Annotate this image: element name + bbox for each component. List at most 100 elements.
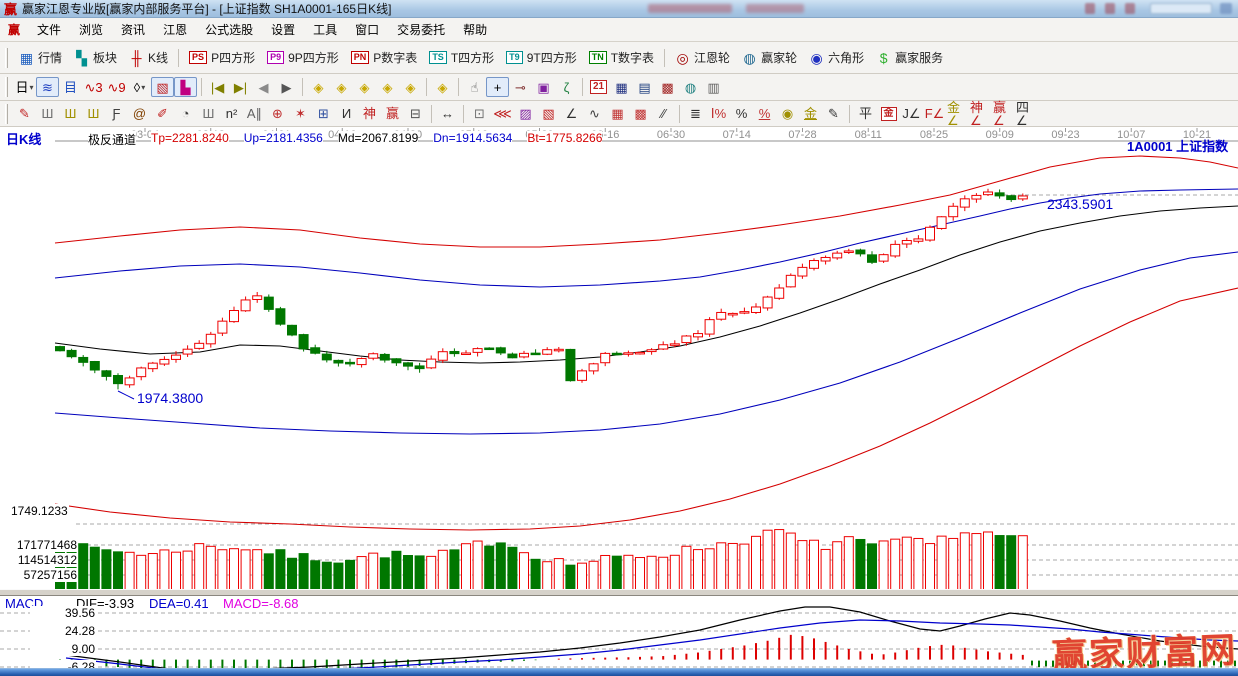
move-view-button[interactable]: ◈ <box>431 77 454 97</box>
gann-brush-tool[interactable]: ✎ <box>13 104 36 124</box>
9t-square-button[interactable]: T9 9T四方形 <box>500 46 583 69</box>
fractal-tool[interactable]: И <box>335 104 358 124</box>
compress-horizontal-button[interactable]: ◈ <box>376 77 399 97</box>
percent-t-tool[interactable]: Ⅰ% <box>707 104 730 124</box>
zoom-out-right-button[interactable]: ◈ <box>330 77 353 97</box>
percent-line-tool[interactable]: % <box>753 104 776 124</box>
god-grid-tool[interactable]: 神 <box>358 104 381 124</box>
memo-tool-button[interactable]: ▤ <box>633 77 656 97</box>
hand-tool-button[interactable]: ☝ <box>463 77 486 97</box>
wave-shape-tool-button[interactable]: ζ <box>555 77 578 97</box>
gann-fan-tool[interactable]: ⋘ <box>491 104 514 124</box>
titlebar-tool-buttons-blurred[interactable] <box>1085 3 1095 14</box>
four-angle-tool[interactable]: 四∠ <box>1015 101 1038 127</box>
parallel-a-tool[interactable]: A∥ <box>243 104 266 124</box>
compress-both-button[interactable]: ◈ <box>399 77 422 97</box>
gold-circle-tool[interactable]: ◉ <box>776 104 799 124</box>
winner-wheel-button[interactable]: ◍ 赢家轮 <box>736 46 803 69</box>
first-page-button[interactable]: |◀ <box>206 77 229 97</box>
menu-item-9[interactable]: 交易委托 <box>397 23 446 37</box>
winner-grid-tool[interactable]: 赢 <box>381 104 404 124</box>
time-circle-tool[interactable]: ◔ <box>174 104 197 124</box>
menu-item-2[interactable]: 浏览 <box>79 23 104 37</box>
pen-a-tool[interactable]: ✎ <box>822 104 845 124</box>
expand-horizontal-button[interactable]: ◈ <box>353 77 376 97</box>
wave-lines-tool[interactable]: ∿ <box>583 104 606 124</box>
zoom-out-left-button[interactable]: ◈ <box>307 77 330 97</box>
toolbar-drag-handle[interactable] <box>5 47 8 68</box>
box-measure-tool[interactable]: ⊡ <box>468 104 491 124</box>
ladder-tool[interactable]: ≣ <box>684 104 707 124</box>
kline-button[interactable]: ╫ K线 <box>123 46 174 69</box>
angle-lines-tool[interactable]: ∠ <box>560 104 583 124</box>
save-tool-button[interactable]: ▩ <box>656 77 679 97</box>
gann-wheel-button[interactable]: ◎ 江恩轮 <box>669 46 736 69</box>
gold-box-tool[interactable]: 金 <box>877 104 900 124</box>
web-update-tool-button[interactable]: ◍ <box>679 77 702 97</box>
calendar-tool-button[interactable]: 21 <box>587 77 610 97</box>
ruler-grid-tool[interactable]: ⊟ <box>404 104 427 124</box>
hexagon-button[interactable]: ◉ 六角形 <box>803 46 870 69</box>
time-grid-tool[interactable]: Ш <box>197 104 220 124</box>
p-square-button[interactable]: PS P四方形 <box>183 46 261 69</box>
parallel-rays-tool[interactable]: ∕∕ <box>652 104 675 124</box>
menu-item-10[interactable]: 帮助 <box>463 23 488 37</box>
last-page-button[interactable]: ▶| <box>229 77 252 97</box>
p-digit-table-button[interactable]: PN P数字表 <box>345 46 424 69</box>
kline-style-dropdown[interactable]: 日 ▾ <box>13 77 36 97</box>
channel-display-toggle[interactable]: ≋ <box>36 77 59 97</box>
crosshair-tool-button[interactable]: + <box>486 77 509 97</box>
gold-angle-tool[interactable]: 金∠ <box>946 101 969 127</box>
menu-item-8[interactable]: 窗口 <box>355 23 380 37</box>
gold-line-tool[interactable]: 金 <box>799 104 822 124</box>
menu-item-6[interactable]: 设置 <box>271 23 296 37</box>
price-grid-tool[interactable]: Ш <box>36 104 59 124</box>
grid-square-tool[interactable]: ⊞ <box>312 104 335 124</box>
red-grid-tool[interactable]: ▦ <box>606 104 629 124</box>
info-panel-button[interactable]: 目 <box>59 77 82 97</box>
gann-square-tool[interactable]: ▧ <box>537 104 560 124</box>
winner-service-button[interactable]: $ 赢家服务 <box>870 46 949 69</box>
f-angle-tool[interactable]: F∠ <box>923 104 946 124</box>
n-square-tool[interactable]: n² <box>220 104 243 124</box>
percent-tool[interactable]: % <box>730 104 753 124</box>
zigzag-9-wave-button[interactable]: ∿9 <box>105 77 128 97</box>
window-controls-blurred[interactable] <box>1150 3 1212 14</box>
menu-item-5[interactable]: 公式选股 <box>205 23 254 37</box>
next-page-button[interactable]: ▶ <box>275 77 298 97</box>
god-angle-tool[interactable]: 神∠ <box>969 101 992 127</box>
quotes-button[interactable]: ▦ 行情 <box>13 46 68 69</box>
zigzag-3-wave-button[interactable]: ∿3 <box>82 77 105 97</box>
t-digit-table-button[interactable]: TN T数字表 <box>583 46 660 69</box>
sectors-button[interactable]: ▚ 板块 <box>68 46 123 69</box>
golden-grid2-tool[interactable]: Ш <box>82 104 105 124</box>
j-angle-tool[interactable]: J∠ <box>900 104 923 124</box>
toolbar-drag-handle[interactable] <box>5 77 8 97</box>
gann-shape-tool-button[interactable]: ▣ <box>532 77 555 97</box>
circle-cross-tool[interactable]: ⊕ <box>266 104 289 124</box>
toolbar-drag-handle[interactable] <box>5 103 8 124</box>
fib-grid-tool[interactable]: Ƒ <box>105 104 128 124</box>
prev-page-button[interactable]: ◀ <box>252 77 275 97</box>
title-bar[interactable]: 赢 赢家江恩专业版[赢家内部服务平台] - [上证指数 SH1A0001-165… <box>0 0 1238 18</box>
pattern-box-toggle[interactable]: ▧ <box>151 77 174 97</box>
menu-item-4[interactable]: 江恩 <box>163 23 188 37</box>
menu-item-1[interactable]: 文件 <box>37 23 62 37</box>
winner-angle-tool[interactable]: 赢∠ <box>992 101 1015 127</box>
titlebar-tool-buttons3-blurred[interactable] <box>1125 3 1135 14</box>
grid-arrow-tool[interactable]: ▩ <box>629 104 652 124</box>
gann-box-tool[interactable]: ▨ <box>514 104 537 124</box>
print-tool-button[interactable]: ▥ <box>702 77 725 97</box>
menu-item-7[interactable]: 工具 <box>313 23 338 37</box>
titlebar-tool-buttons2-blurred[interactable] <box>1105 3 1115 14</box>
t-square-button[interactable]: TS T四方形 <box>423 46 500 69</box>
golden-grid-tool[interactable]: Ш <box>59 104 82 124</box>
ping-angle-tool[interactable]: 平 <box>854 104 877 124</box>
trendline-tool-button[interactable]: ⊸ <box>509 77 532 97</box>
calculator-tool-button[interactable]: ▦ <box>610 77 633 97</box>
menu-item-3[interactable]: 资讯 <box>121 23 146 37</box>
chart-canvas[interactable]: 03-0403-1804-0104-1604-3005-1605-3006-16… <box>0 127 1238 668</box>
9p-square-button[interactable]: P9 9P四方形 <box>261 46 345 69</box>
marker-brush-tool[interactable]: ✐ <box>151 104 174 124</box>
candle-type-dropdown[interactable]: ◊ ▾ <box>128 77 151 97</box>
